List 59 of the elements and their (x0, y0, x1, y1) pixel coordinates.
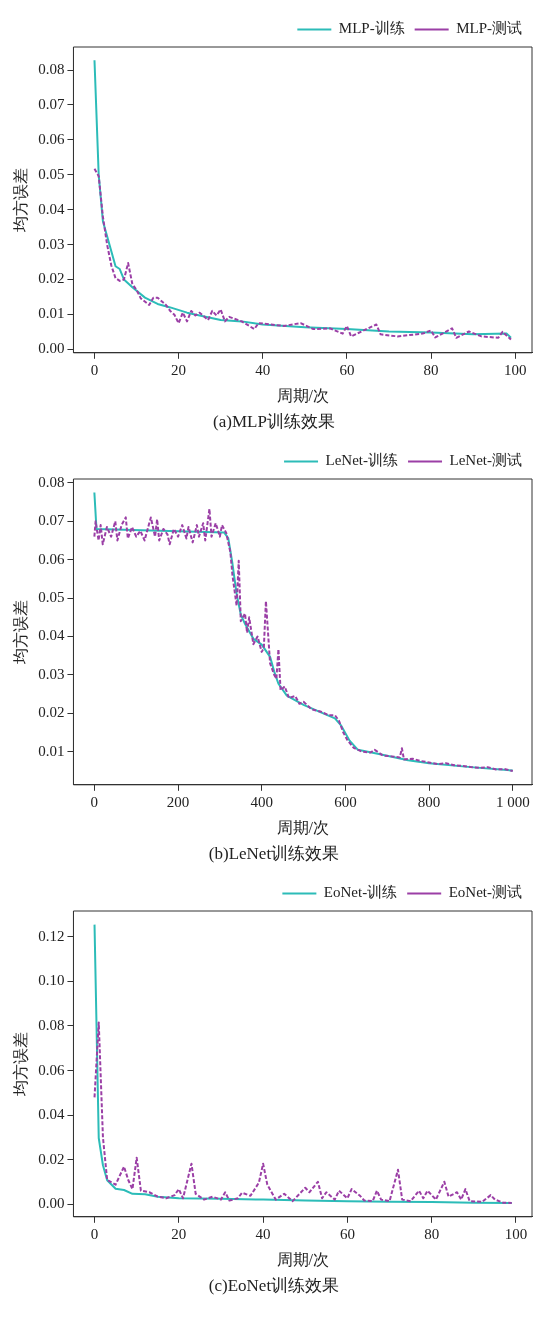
x-tick-label: 80 (423, 361, 439, 378)
x-tick-label: 100 (503, 361, 527, 378)
y-tick-label: 0.05 (38, 165, 65, 182)
legend-label: MLP-测试 (456, 20, 523, 37)
x-tick-label: 200 (166, 793, 190, 810)
y-tick-label: 0.06 (38, 1061, 65, 1078)
y-tick-label: 0.04 (38, 200, 65, 217)
x-tick-label: 0 (90, 361, 99, 378)
text: (a)MLP训练效果 (212, 411, 336, 433)
legend-label: LeNet-训练 (325, 452, 399, 469)
y-axis-title: 均方误差 (11, 1031, 29, 1097)
y-axis-title: 均方误差 (11, 167, 29, 233)
x-tick-label: 0 (90, 1225, 99, 1242)
y-tick-label: 0.06 (38, 550, 65, 567)
x-axis-title: 周期/次 (276, 386, 329, 404)
legend-label: LeNet-测试 (449, 452, 523, 469)
x-tick-label: 100 (504, 1225, 528, 1242)
y-tick-label: 0.01 (38, 742, 65, 759)
y-tick-label: 0.05 (38, 589, 65, 606)
y-tick-label: 0.03 (38, 665, 65, 682)
x-tick-label: 20 (171, 361, 187, 378)
y-tick-label: 0.07 (38, 95, 65, 112)
x-tick-label: 80 (424, 1225, 440, 1242)
x-tick-label: 0 (90, 793, 99, 810)
x-tick-label: 600 (334, 793, 357, 810)
x-tick-label: 40 (255, 1225, 271, 1242)
x-axis-title: 周期/次 (276, 1250, 329, 1268)
y-tick-label: 0.08 (38, 473, 65, 490)
legend-label: EoNet-训练 (323, 884, 398, 901)
line-series (93, 167, 512, 341)
legend-label: MLP-训练 (338, 20, 405, 37)
y-tick-label: 0.04 (38, 1106, 65, 1123)
y-tick-label: 0.06 (38, 130, 65, 147)
text: (c)EoNet训练效果 (207, 1275, 341, 1297)
x-axis-title: 周期/次 (276, 818, 329, 836)
y-tick-label: 0.12 (38, 927, 65, 944)
y-tick-label: 0.00 (38, 1195, 65, 1212)
text: (b)LeNet训练效果 (207, 843, 341, 865)
line-series (93, 1021, 513, 1204)
y-tick-label: 0.01 (38, 305, 65, 322)
x-tick-label: 60 (339, 361, 355, 378)
x-tick-label: 400 (250, 793, 273, 810)
y-tick-label: 0.00 (38, 340, 65, 357)
x-tick-label: 20 (171, 1225, 187, 1242)
y-tick-label: 0.02 (38, 704, 65, 721)
x-tick-label: 40 (255, 361, 271, 378)
legend-label: EoNet-测试 (448, 884, 523, 901)
x-tick-label: 1 000 (495, 793, 530, 810)
x-tick-label: 60 (339, 1225, 355, 1242)
y-tick-label: 0.03 (38, 235, 65, 252)
y-tick-label: 0.04 (38, 627, 65, 644)
y-tick-label: 0.07 (38, 512, 65, 529)
y-tick-label: 0.10 (38, 972, 65, 989)
y-axis-title: 均方误差 (11, 599, 29, 665)
y-tick-label: 0.08 (38, 1016, 65, 1033)
y-tick-label: 0.02 (38, 1150, 65, 1167)
x-tick-label: 800 (417, 793, 441, 810)
y-tick-label: 0.08 (38, 60, 65, 77)
y-tick-label: 0.02 (38, 270, 65, 287)
